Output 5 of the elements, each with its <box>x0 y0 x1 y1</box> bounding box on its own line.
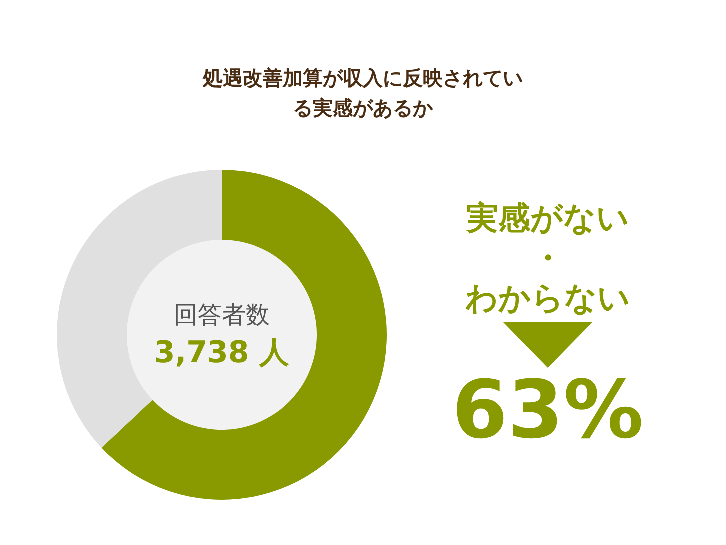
text: 回答者数 <box>174 301 270 329</box>
text: 3,738 人 <box>154 336 291 370</box>
data-label: 63% <box>452 364 644 456</box>
slice-label: 実感がない・わからない <box>466 199 630 317</box>
chart-title: 処遇改善加算が収入に反映されている実感があるか <box>202 66 523 120</box>
